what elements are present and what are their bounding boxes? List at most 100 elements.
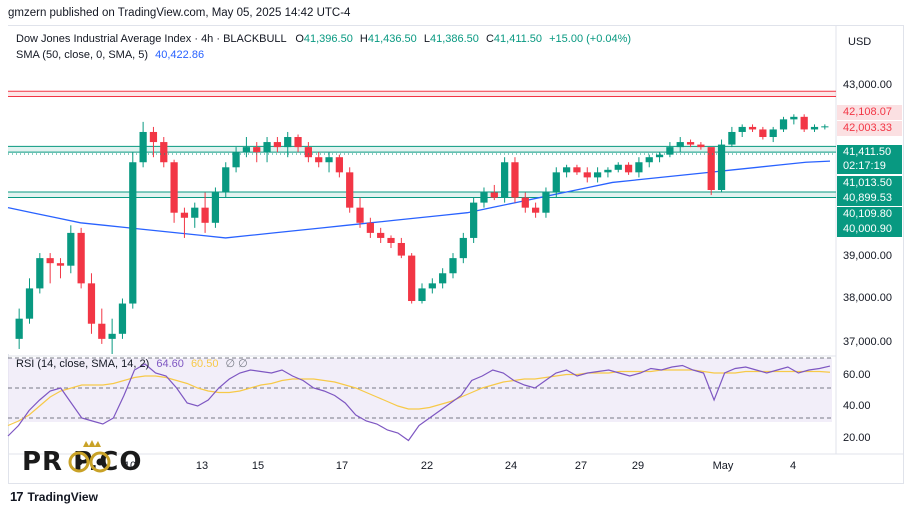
candle-body: [490, 192, 498, 198]
price-axis-label: 38,000.00: [843, 292, 892, 304]
candle-body: [821, 126, 829, 128]
candle-body: [676, 142, 684, 148]
support-zone: [8, 146, 836, 153]
candle-body: [304, 147, 312, 158]
close-value: 41,411.50: [493, 33, 543, 45]
time-axis-label: 22: [420, 460, 434, 472]
candle-body: [366, 222, 374, 233]
candle-body: [800, 116, 808, 130]
candle-body: [707, 147, 715, 190]
candle-body: [232, 152, 240, 168]
time-axis-label: 10: [123, 460, 137, 472]
candle-body: [697, 144, 705, 148]
candle-body: [408, 255, 416, 302]
candle-body: [315, 157, 323, 163]
change-value: +15.00 (+0.04%): [549, 33, 632, 45]
symbol-name: Dow Jones Industrial Average Index · 4h …: [16, 33, 287, 45]
countdown-tag: 02:17:19: [837, 159, 902, 174]
candle-body: [449, 258, 457, 274]
candle-body: [593, 172, 602, 178]
candle-body: [418, 288, 426, 302]
time-axis-label: 24: [504, 460, 518, 472]
candle-body: [284, 137, 292, 148]
time-axis-label: 15: [251, 460, 265, 472]
candle-body: [263, 142, 271, 153]
candle-body: [532, 207, 540, 213]
candle-body: [377, 232, 385, 238]
candle-body: [666, 147, 674, 155]
price-axis-label: 43,000.00: [843, 79, 892, 91]
candle-body: [511, 162, 519, 198]
price-axis-label: 37,000.00: [843, 336, 892, 348]
candle-body: [459, 237, 467, 259]
candle-body: [25, 288, 34, 319]
candle-body: [87, 283, 96, 324]
rsi-axis-label: 40.00: [843, 400, 871, 412]
sma-value: 40,422.86: [155, 49, 205, 61]
rsi-sma-value: 60.50: [190, 358, 219, 370]
tradingview-logo-icon: 17: [10, 489, 24, 504]
candle-body: [810, 126, 819, 130]
support-tag: 40,899.53: [837, 191, 902, 206]
symbol-legend[interactable]: Dow Jones Industrial Average Index · 4h …: [16, 33, 631, 45]
open-value: 41,396.50: [303, 33, 353, 45]
resistance-tag: 42,003.33: [837, 121, 902, 136]
rsi-legend[interactable]: RSI (14, close, SMA, 14, 2) 64.60 60.50 …: [16, 357, 248, 370]
rsi-value: 64.60: [156, 358, 184, 370]
candle-body: [439, 273, 447, 284]
candle-body: [769, 129, 777, 138]
currency-label[interactable]: USD: [848, 36, 872, 48]
tradingview-brand: TradingView: [27, 489, 98, 504]
candle-body: [717, 144, 726, 190]
candle-body: [46, 258, 54, 264]
candle-body: [108, 333, 116, 339]
candle-body: [67, 232, 75, 266]
support-tag: 41,013.50: [837, 176, 902, 191]
candle-body: [521, 197, 529, 208]
candle-body: [645, 157, 653, 163]
candle-body: [501, 162, 509, 198]
candle-body: [470, 202, 478, 238]
time-axis-label: May: [712, 460, 734, 472]
low-label: L: [423, 33, 430, 45]
candle-body: [790, 116, 798, 120]
last-price-tag: 41,411.50: [837, 145, 902, 160]
candle-body: [325, 157, 333, 163]
resistance-tag: 42,108.07: [837, 105, 902, 120]
rsi-lines: [7, 357, 832, 442]
candle-body: [779, 119, 788, 130]
high-value: 41,436.50: [367, 33, 417, 45]
candle-body: [748, 126, 757, 130]
open-label: O: [295, 33, 304, 45]
candle-body: [686, 142, 695, 145]
candle-body: [201, 207, 209, 223]
rsi-axis-label: 20.00: [843, 432, 871, 444]
candle-body: [242, 147, 251, 153]
tradingview-footer[interactable]: 17 TradingView: [10, 489, 98, 504]
candle-body: [129, 162, 137, 304]
candle-body: [635, 162, 643, 173]
candle-body: [562, 167, 571, 173]
close-label: C: [485, 33, 494, 45]
support-tag: 40,109.80: [837, 207, 902, 222]
candle-body: [273, 142, 282, 148]
candle-body: [253, 147, 261, 153]
candle-body: [655, 154, 664, 158]
time-axis-label: 13: [195, 460, 209, 472]
candle-body: [98, 323, 106, 339]
high-label: H: [359, 33, 368, 45]
candle-body: [738, 126, 746, 132]
candle-body: [583, 172, 591, 178]
candle-body: [170, 162, 178, 213]
time-axis-label: 27: [574, 460, 588, 472]
candle-body: [15, 318, 23, 339]
sma-legend[interactable]: SMA (50, close, 0, SMA, 5) 40,422.86: [16, 49, 204, 61]
candle-body: [614, 164, 622, 170]
low-value: 41,386.50: [429, 33, 479, 45]
candle-body: [728, 131, 736, 145]
candle-body: [387, 237, 395, 243]
candle-body: [160, 142, 168, 163]
candle-body: [624, 164, 633, 173]
rsi-path: [7, 363, 831, 442]
